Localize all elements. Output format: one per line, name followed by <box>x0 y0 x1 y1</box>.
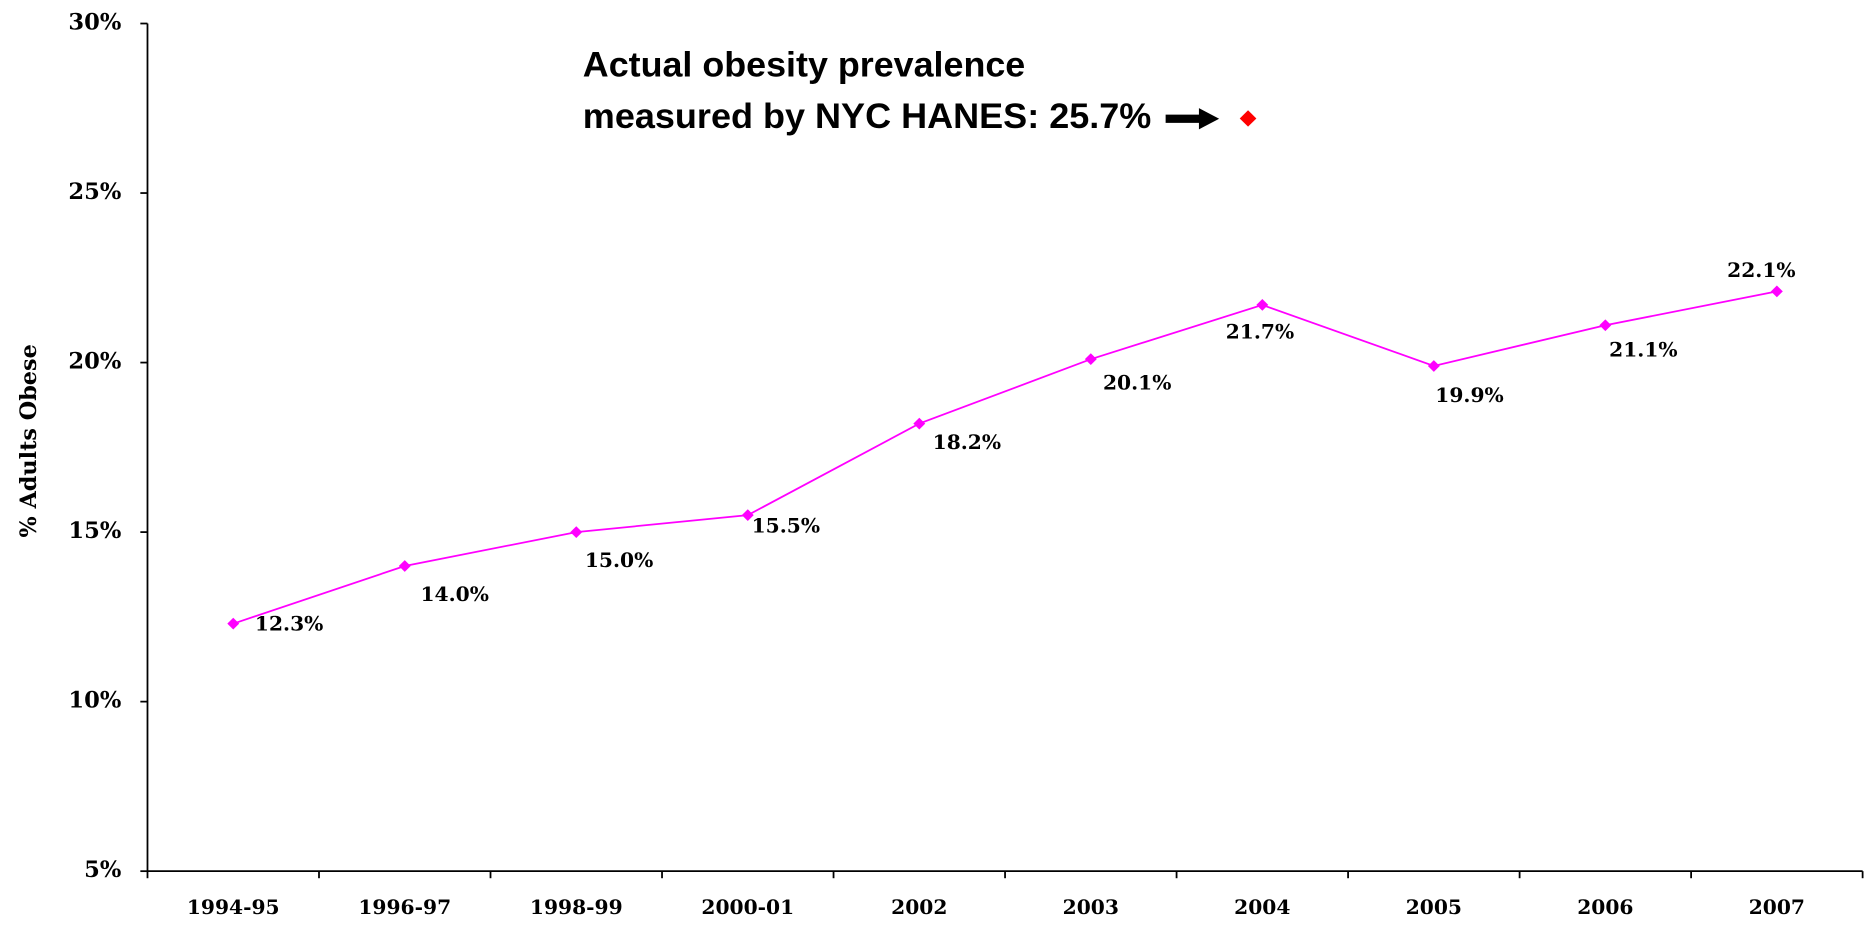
y-axis-label: % Adults Obese <box>16 344 42 537</box>
data-label: 20.1% <box>1103 370 1171 394</box>
x-tick-label: 1998-99 <box>530 895 623 919</box>
data-label: 21.1% <box>1609 338 1677 362</box>
x-tick-label: 2006 <box>1577 895 1633 919</box>
data-label: 18.2% <box>933 430 1001 454</box>
data-label: 12.3% <box>255 611 323 635</box>
data-label: 22.1% <box>1727 258 1795 282</box>
annotation-point <box>1239 110 1257 127</box>
x-tick-label: 2007 <box>1749 895 1805 919</box>
annotation-line: measured by NYC HANES: 25.7% <box>583 96 1152 136</box>
y-tick-label: 10% <box>68 688 121 714</box>
data-point <box>1770 285 1783 298</box>
x-tick-label: 2003 <box>1063 895 1119 919</box>
data-point <box>1256 299 1269 311</box>
y-tick-label: 5% <box>84 857 121 883</box>
data-point <box>227 617 240 630</box>
x-tick-label: 2005 <box>1406 895 1462 919</box>
data-point <box>1084 353 1097 366</box>
data-point <box>913 417 926 430</box>
data-point <box>570 526 583 538</box>
y-tick-label: 20% <box>68 349 121 375</box>
x-tick-label: 2000-01 <box>701 895 794 919</box>
data-label: 19.9% <box>1435 383 1503 407</box>
data-point <box>1599 319 1612 332</box>
data-label: 21.7% <box>1226 320 1294 344</box>
series-line <box>232 290 1778 625</box>
x-tick-label: 1996-97 <box>358 895 451 919</box>
data-label: 15.0% <box>585 548 653 572</box>
y-tick-label: 30% <box>68 10 121 36</box>
annotation-line: Actual obesity prevalence <box>583 45 1025 85</box>
x-tick-label: 1994-95 <box>187 895 280 919</box>
y-tick-label: 25% <box>68 179 121 205</box>
x-tick-label: 2002 <box>891 895 947 919</box>
data-point <box>398 560 411 572</box>
x-tick-label: 2004 <box>1234 895 1290 919</box>
data-label: 15.5% <box>752 513 820 537</box>
y-tick-label: 15% <box>68 518 121 544</box>
arrow <box>1165 108 1220 130</box>
data-point <box>1427 360 1440 372</box>
data-point <box>741 509 754 522</box>
data-label: 14.0% <box>420 582 488 606</box>
